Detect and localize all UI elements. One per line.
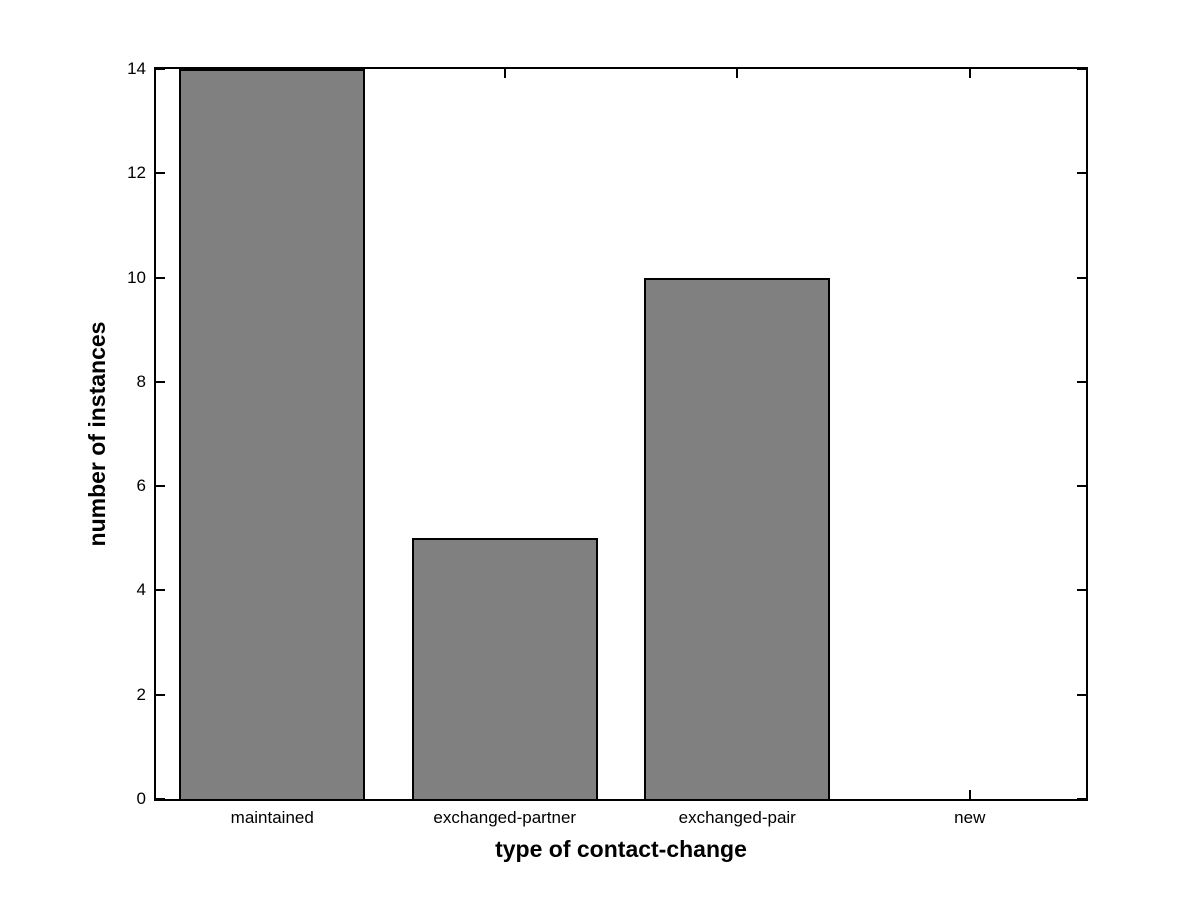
x-tick-top [503, 69, 506, 78]
y-tick-label: 4 [136, 580, 146, 600]
y-axis-label: number of instances [84, 321, 110, 547]
y-tick-label: 2 [136, 684, 146, 704]
y-tick-left [156, 172, 165, 175]
y-tick-right [1077, 589, 1086, 592]
y-tick-left [156, 276, 165, 279]
y-tick-label: 8 [136, 371, 146, 391]
bar-maintained [179, 69, 366, 799]
y-tick-left [156, 68, 165, 70]
x-axis-label: type of contact-change [495, 836, 747, 862]
y-tick-label: 10 [127, 267, 146, 287]
x-tick-label: new [954, 808, 986, 827]
x-tick-label: exchanged-pair [678, 808, 796, 827]
x-tick-label: exchanged-partner [433, 808, 577, 827]
y-tick-label: 6 [136, 476, 146, 496]
plot-area [154, 67, 1088, 801]
y-tick-label: 0 [136, 789, 146, 808]
y-tick-left [156, 589, 165, 592]
y-tick-left [156, 485, 165, 488]
y-tick-right [1077, 172, 1086, 175]
x-tick-top [736, 69, 739, 78]
y-tick-left [156, 693, 165, 696]
y-tick-left [156, 380, 165, 383]
x-tick-top [968, 69, 971, 78]
y-tick-right [1077, 380, 1086, 383]
bar-exchanged-pair [644, 277, 831, 799]
x-tick-bottom [968, 790, 971, 799]
y-tick-right [1077, 485, 1086, 488]
y-tick-left [156, 798, 165, 800]
y-tick-label: 14 [127, 59, 146, 78]
bar-exchanged-partner [411, 538, 598, 799]
y-tick-right [1077, 798, 1086, 800]
y-tick-right [1077, 68, 1086, 70]
y-tick-label: 12 [127, 163, 146, 183]
x-tick-label: maintained [230, 808, 314, 827]
y-tick-right [1077, 276, 1086, 279]
y-tick-right [1077, 693, 1086, 696]
